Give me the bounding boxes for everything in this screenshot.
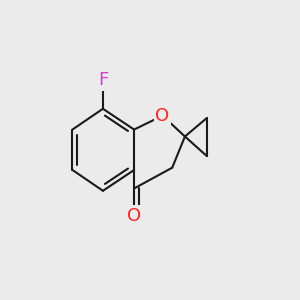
Text: F: F <box>98 71 108 89</box>
Text: O: O <box>155 107 170 125</box>
Text: O: O <box>127 207 141 225</box>
